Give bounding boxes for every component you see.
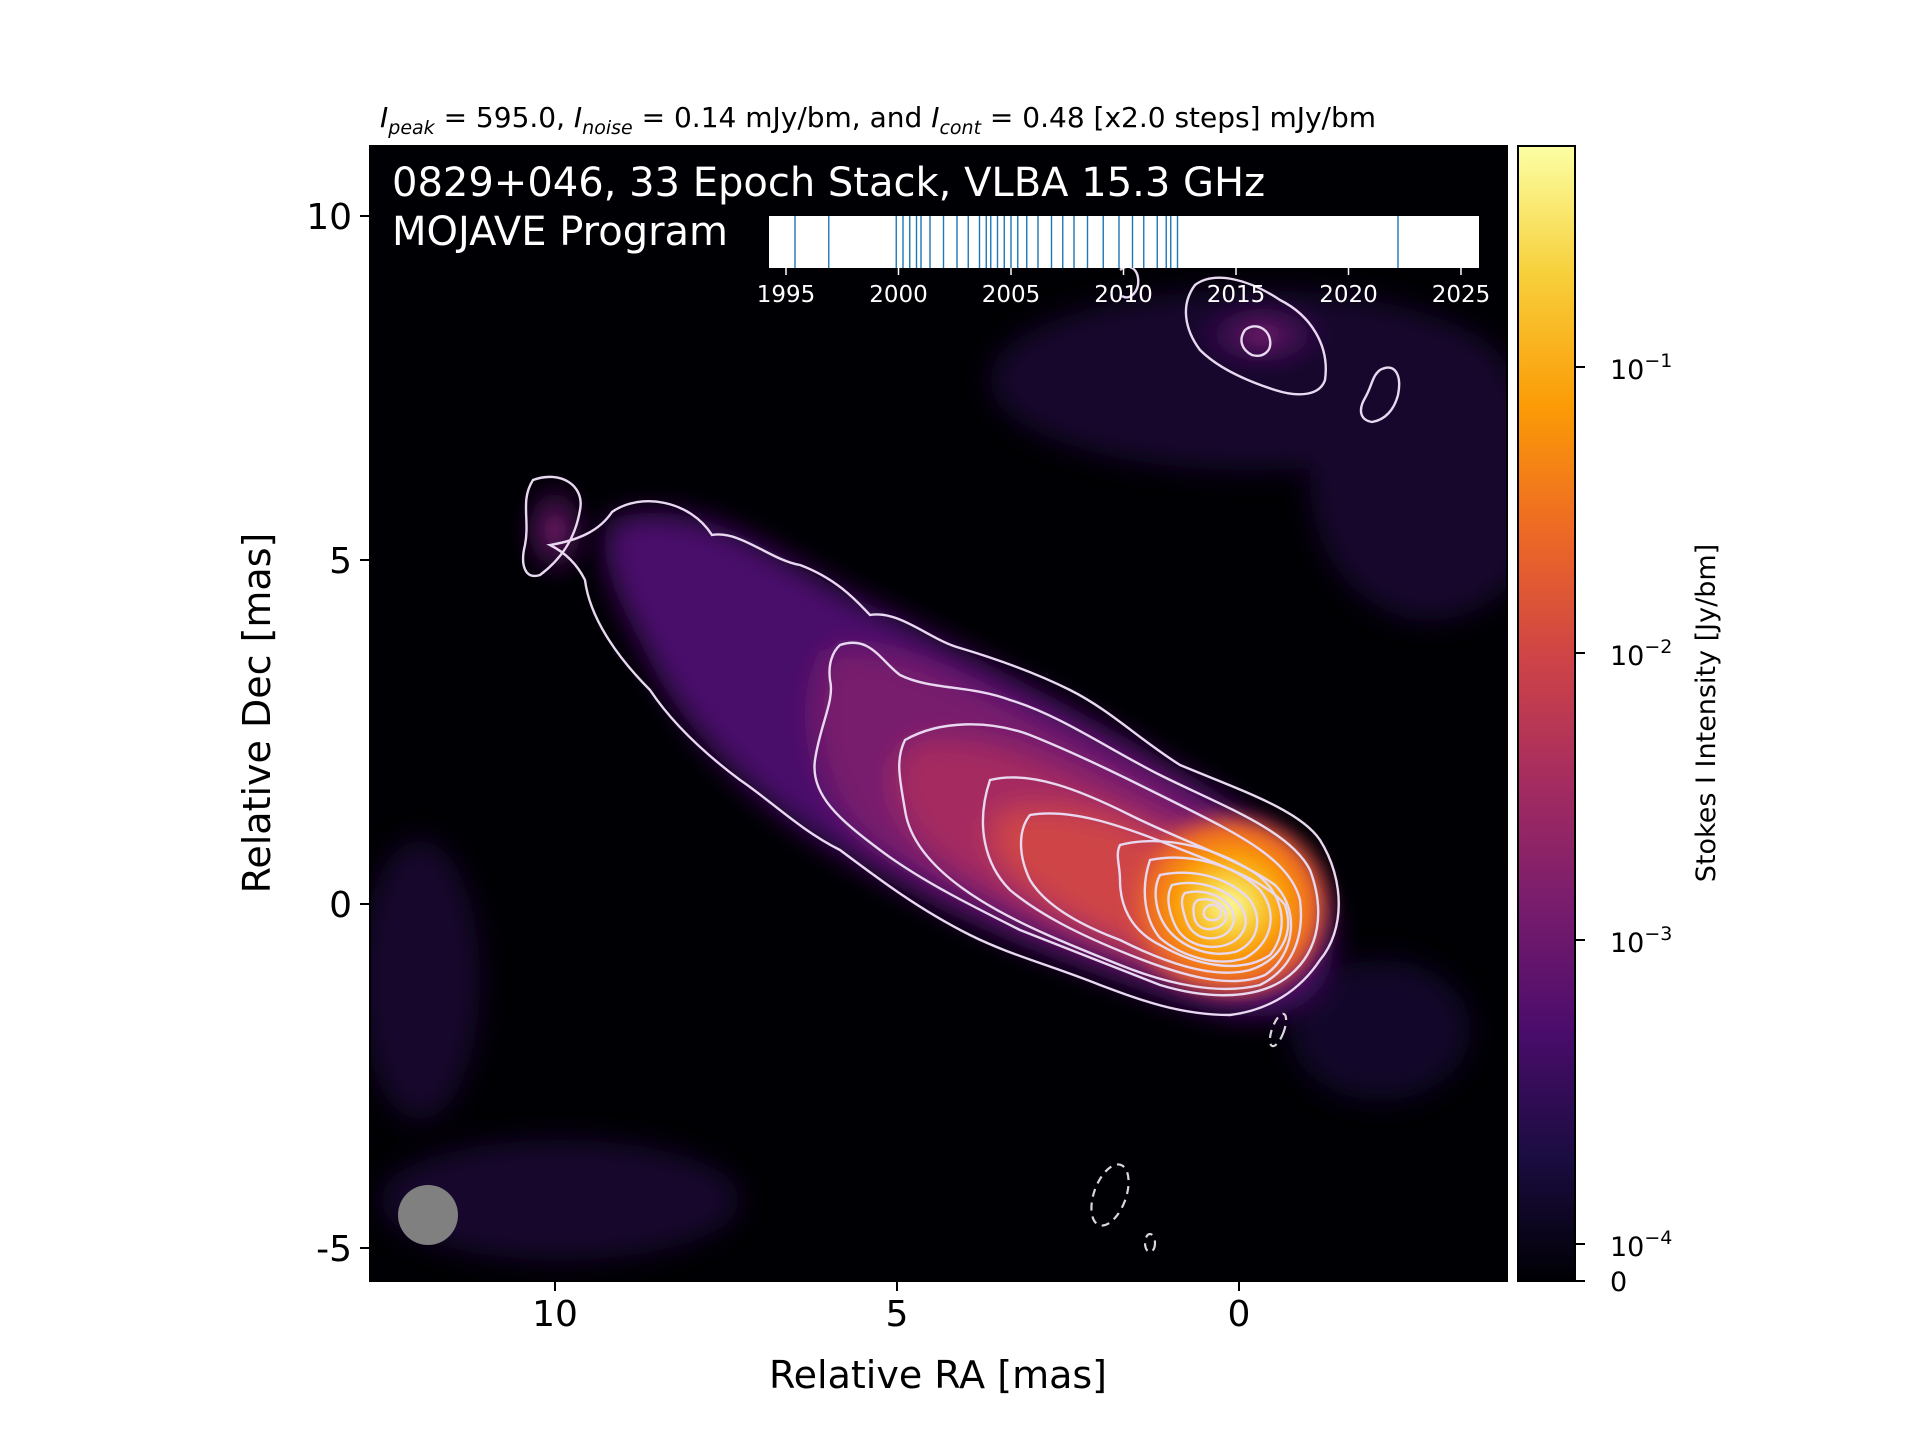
figure-title: Ipeak = 595.0, Inoise = 0.14 mJy/bm, and… bbox=[380, 101, 1376, 139]
timeline-tick-label: 2015 bbox=[1207, 282, 1266, 308]
timeline-tick-label: 2025 bbox=[1432, 282, 1491, 308]
x-axis-label: Relative RA [mas] bbox=[769, 1353, 1107, 1397]
colorbar-zero-label: 0 bbox=[1610, 1267, 1627, 1298]
program-label: MOJAVE Program bbox=[392, 209, 728, 255]
y-tick-label: 5 bbox=[329, 541, 352, 582]
y-tick-label: 0 bbox=[329, 885, 352, 926]
colorbar-tick-label: 10−2 bbox=[1610, 636, 1672, 672]
colorbar-label: Stokes I Intensity [Jy/bm] bbox=[1691, 544, 1722, 882]
timeline-tick-label: 2005 bbox=[982, 282, 1041, 308]
negative-contours bbox=[1090, 1012, 1288, 1254]
x-tick-label: 0 bbox=[1228, 1294, 1251, 1335]
colorbar-gradient bbox=[1517, 145, 1576, 1282]
y-tick-label: -5 bbox=[316, 1229, 352, 1270]
source-title: 0829+046, 33 Epoch Stack, VLBA 15.3 GHz bbox=[392, 160, 1265, 206]
timeline-tick-label: 2020 bbox=[1319, 282, 1378, 308]
image-panel bbox=[370, 146, 1507, 1281]
y-axis: 10 5 0 -5 Relative Dec [mas] bbox=[235, 197, 370, 1270]
colorbar-tick-label: 10−3 bbox=[1610, 923, 1672, 959]
y-tick-label: 10 bbox=[306, 197, 352, 238]
epoch-marks bbox=[794, 216, 1399, 268]
timeline-tick-label: 1995 bbox=[757, 282, 816, 308]
intensity-contours bbox=[521, 265, 1401, 1017]
y-axis-label: Relative Dec [mas] bbox=[235, 533, 279, 894]
timeline-tick-label: 2010 bbox=[1094, 282, 1153, 308]
x-axis: 10 5 0 Relative RA [mas] bbox=[532, 1281, 1250, 1397]
x-tick-label: 10 bbox=[532, 1294, 578, 1335]
epoch-timeline: 1995 2000 2005 2010 2015 2020 2025 bbox=[757, 216, 1491, 308]
colorbar-tick-label: 10−4 bbox=[1610, 1227, 1672, 1263]
beam-ellipse bbox=[398, 1185, 458, 1245]
colorbar-tick-label: 10−1 bbox=[1610, 350, 1672, 386]
timeline-ticks: 1995 2000 2005 2010 2015 2020 2025 bbox=[757, 268, 1491, 308]
timeline-tick-label: 2000 bbox=[869, 282, 928, 308]
x-tick-label: 5 bbox=[886, 1294, 909, 1335]
colorbar: 10−1 10−2 10−3 10−4 0 Stokes I Intensity… bbox=[1517, 145, 1722, 1298]
